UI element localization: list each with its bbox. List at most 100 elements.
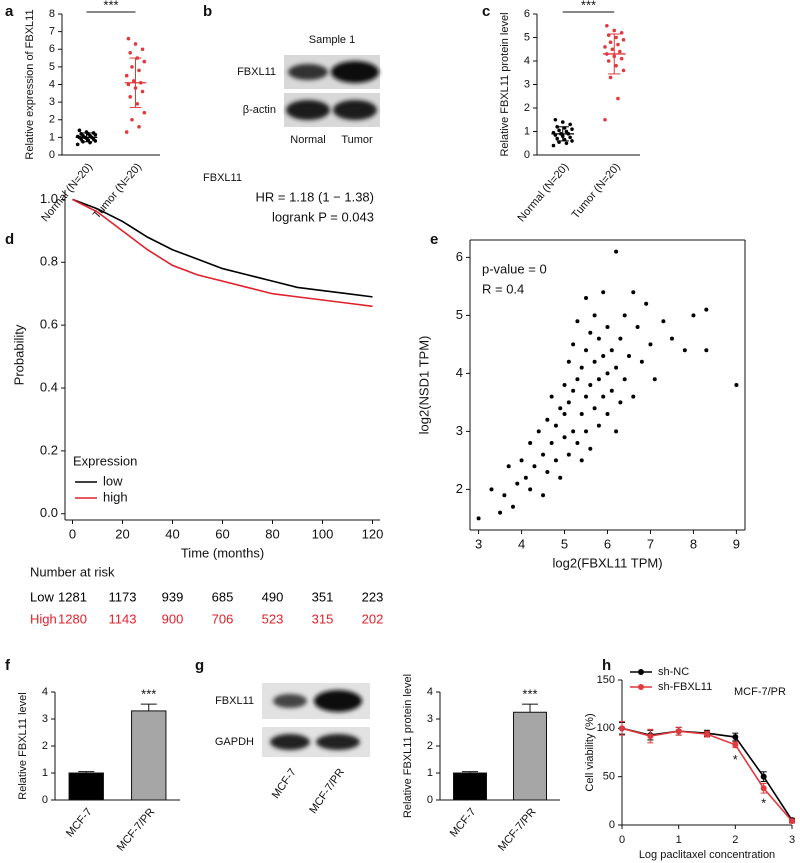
point	[691, 313, 696, 318]
blot-lane-label: MCF-7/PR	[307, 766, 347, 815]
y-tick-label: 3	[42, 713, 48, 725]
point	[592, 406, 597, 411]
risk-value: 490	[262, 589, 284, 604]
x-tick-label: Tumor (N=20)	[570, 161, 623, 221]
legend-label: high	[103, 489, 128, 504]
x-tick-label: 8	[690, 536, 697, 551]
band	[270, 734, 310, 750]
significance: ***	[522, 687, 537, 702]
point	[536, 429, 541, 434]
panel-letter: g	[195, 657, 204, 674]
y-tick-label: 8	[49, 8, 55, 20]
point	[622, 313, 627, 318]
point	[648, 342, 653, 347]
blot-g: g FBXL11 GAPDH MCF-7 MCF-7/PR	[195, 657, 370, 816]
point	[523, 475, 528, 480]
y-tick-label: 50	[603, 771, 615, 783]
risk-value: 939	[162, 589, 184, 604]
point	[669, 336, 674, 341]
x-tick-label: 7	[647, 536, 654, 551]
point	[626, 354, 631, 358]
dot	[551, 143, 556, 148]
dot	[142, 59, 147, 64]
dot	[130, 65, 134, 69]
y-tick-label: 6	[456, 249, 463, 264]
y-tick-label: 3	[49, 96, 55, 108]
dot	[133, 42, 138, 46]
dot	[131, 79, 136, 83]
point	[592, 359, 597, 364]
point	[601, 354, 606, 358]
point	[605, 412, 610, 416]
point	[644, 301, 649, 306]
y-tick-label: 6	[49, 43, 55, 55]
x-tick-label: 0	[69, 526, 76, 541]
point	[528, 487, 533, 492]
legend-label: low	[103, 473, 123, 488]
panel-letter: a	[5, 3, 14, 20]
significance: ***	[103, 0, 118, 12]
band	[314, 690, 362, 712]
point	[588, 330, 593, 335]
point	[545, 417, 550, 422]
marker	[760, 773, 767, 780]
blot-title: Sample 1	[309, 34, 355, 46]
x-axis-label: log2(FBXL11 TPM)	[552, 555, 662, 570]
x-tick-label: Normal (N=20)	[516, 161, 572, 224]
point	[601, 394, 606, 399]
panel-letter: f	[5, 657, 11, 674]
y-tick-label: 1.0	[40, 191, 58, 206]
risk-value: 685	[212, 589, 234, 604]
dot	[555, 136, 559, 141]
bar	[131, 710, 167, 801]
point	[566, 359, 571, 364]
point	[588, 446, 593, 451]
point	[618, 336, 623, 341]
dot	[135, 102, 140, 106]
point	[571, 342, 576, 347]
dot	[564, 141, 569, 146]
y-axis-label: Probability	[11, 324, 26, 385]
point	[553, 458, 558, 463]
dot	[128, 50, 133, 55]
annotation: p-value = 0	[482, 261, 547, 276]
y-tick-label: 5	[524, 31, 530, 43]
significance: *	[733, 752, 738, 767]
x-tick-label: MCF-7	[64, 806, 95, 839]
x-axis-label: Log paclitaxel concentration	[639, 849, 775, 861]
dot	[75, 142, 80, 147]
y-tick-label: 6	[524, 8, 530, 20]
y-tick-label: 0	[427, 794, 433, 806]
y-tick-label: 2	[456, 481, 463, 496]
y-tick-label: 2	[427, 740, 433, 752]
panel-letter: e	[430, 231, 438, 248]
dot	[140, 89, 145, 94]
point	[515, 481, 520, 486]
y-axis-label: Relative expression of FBXL11	[24, 9, 36, 159]
point	[639, 359, 644, 364]
dot	[568, 122, 572, 127]
blot-b: b Sample 1 FBXL11 β-actin Normal Tumor	[203, 3, 380, 146]
risk-row-label: High	[30, 611, 57, 626]
dot	[126, 36, 131, 41]
chart-title: FBXL11	[203, 172, 242, 184]
risk-value: 523	[262, 611, 284, 626]
band	[331, 61, 379, 83]
point	[584, 348, 589, 353]
x-tick-label: 0	[619, 834, 625, 846]
x-tick-label: 2	[732, 834, 738, 846]
y-tick-label: 7	[49, 26, 55, 38]
y-tick-label: 4	[524, 55, 530, 67]
band	[273, 694, 307, 708]
marker	[675, 728, 682, 735]
panel-letter: h	[602, 657, 611, 674]
point	[566, 400, 571, 405]
x-tick-label: 3	[789, 834, 795, 846]
dot	[570, 127, 574, 131]
x-tick-label: 4	[518, 536, 525, 551]
risk-value: 706	[212, 611, 234, 626]
point	[596, 336, 601, 341]
dot	[610, 47, 615, 52]
blot-row-label: β-actin	[243, 104, 276, 116]
